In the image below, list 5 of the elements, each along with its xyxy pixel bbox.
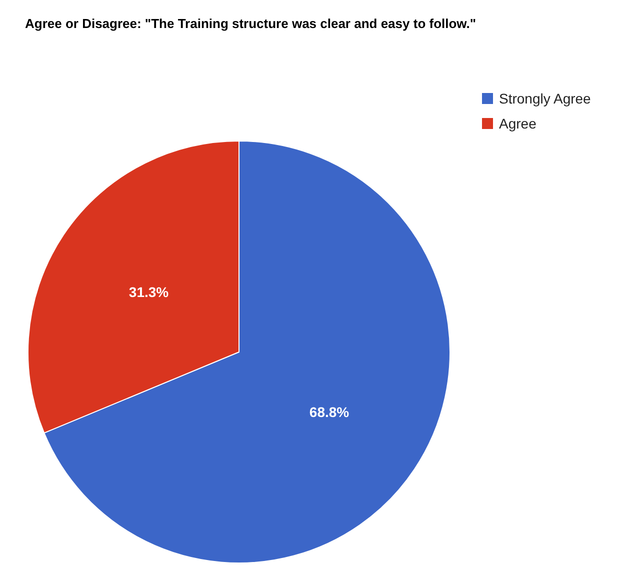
data-label: 68.8%	[309, 404, 350, 420]
legend-label: Strongly Agree	[499, 90, 592, 106]
data-label: 31.3%	[128, 284, 170, 300]
legend-label: Agree	[499, 116, 537, 132]
chart-title: Agree or Disagree: "The Training structure was clear and easy to follow."	[25, 16, 476, 31]
